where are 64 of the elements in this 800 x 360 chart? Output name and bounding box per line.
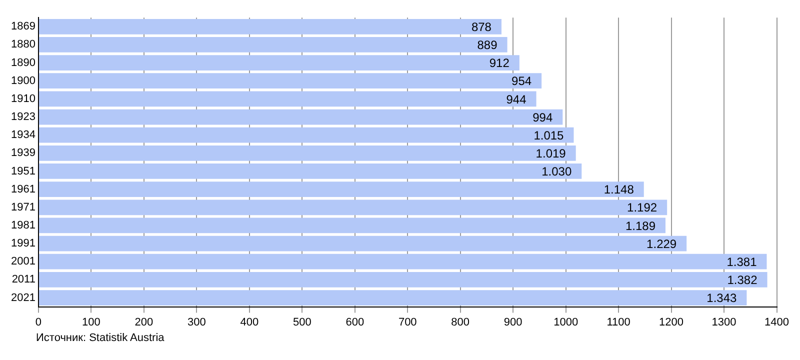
bar <box>38 290 747 306</box>
data-label: 1.192 <box>627 200 658 215</box>
data-label: 994 <box>532 110 553 124</box>
bar <box>38 55 520 70</box>
y-tick-label: 1981 <box>10 219 36 232</box>
data-label: 954 <box>512 74 532 88</box>
x-tick-label: 800 <box>451 316 470 328</box>
bar <box>38 91 536 107</box>
bar <box>38 272 768 288</box>
bar <box>38 200 668 216</box>
data-label: 1.019 <box>536 146 566 160</box>
y-tick-label: 2001 <box>10 256 36 268</box>
y-tick-label: 1991 <box>10 238 36 250</box>
data-label: 878 <box>471 20 492 34</box>
y-tick-label: 2021 <box>10 292 36 304</box>
bar <box>38 236 687 252</box>
y-tick-label: 1939 <box>10 147 36 160</box>
bar <box>38 182 644 197</box>
x-tick-label: 0 <box>35 316 42 328</box>
data-label: 944 <box>506 92 527 106</box>
x-tick-label: 1100 <box>606 316 630 328</box>
x-tick-label: 1000 <box>554 316 578 328</box>
bar <box>38 109 563 125</box>
bar <box>38 254 767 270</box>
x-tick-label: 500 <box>292 316 312 328</box>
y-tick-label: 2011 <box>12 274 36 286</box>
bar <box>38 37 508 52</box>
y-tick-label: 1900 <box>10 74 36 87</box>
data-label: 889 <box>477 38 498 52</box>
data-label: 1.189 <box>625 218 656 233</box>
y-tick-label: 1971 <box>10 201 36 214</box>
x-tick-label: 400 <box>240 316 259 328</box>
data-label: 1.382 <box>727 273 758 287</box>
data-label: 1.015 <box>534 128 564 142</box>
bar <box>38 73 542 89</box>
bar <box>38 218 666 234</box>
bar <box>38 127 574 143</box>
data-label: 1.229 <box>646 236 677 251</box>
data-label: 1.148 <box>604 182 634 197</box>
x-tick-label: 1200 <box>659 316 684 328</box>
x-tick-label: 900 <box>504 316 522 328</box>
data-label: 1.381 <box>726 254 758 269</box>
y-tick-label: 1923 <box>10 111 36 124</box>
x-tick-label: 700 <box>398 316 417 328</box>
text: Источник: Statistik Austria <box>36 332 166 344</box>
y-tick-label: 1951 <box>10 165 36 178</box>
x-tick-label: 300 <box>187 316 206 328</box>
y-tick-label: 1961 <box>10 183 36 196</box>
bar <box>38 18 502 34</box>
y-tick-label: 1910 <box>10 92 36 105</box>
x-tick-label: 1400 <box>764 316 790 328</box>
data-label: 1.030 <box>542 164 572 179</box>
data-label: 912 <box>489 56 510 70</box>
x-tick-label: 600 <box>346 316 364 328</box>
x-tick-label: 200 <box>134 316 154 328</box>
bar <box>38 145 576 161</box>
x-tick-label: 1300 <box>712 316 736 328</box>
y-tick-label: 1880 <box>10 38 36 51</box>
x-tick-label: 100 <box>82 316 100 328</box>
y-tick-label: 1934 <box>10 129 36 142</box>
data-label: 1.343 <box>706 291 738 306</box>
bar <box>38 164 582 179</box>
y-tick-label: 1890 <box>10 56 36 69</box>
y-tick-label: 1869 <box>10 20 36 33</box>
